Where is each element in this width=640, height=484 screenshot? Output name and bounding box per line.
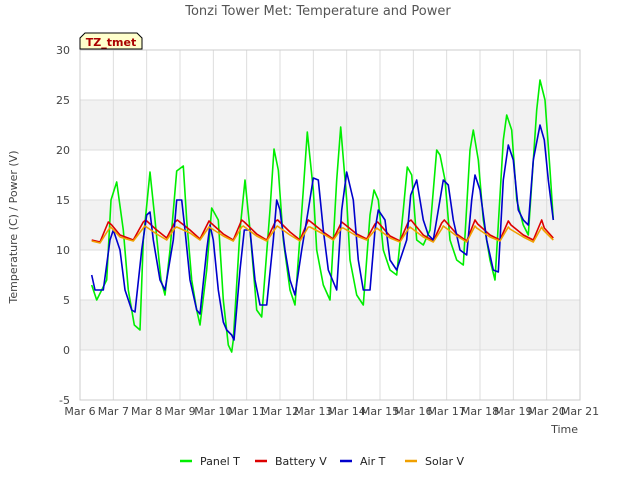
legend: Panel T Battery V Air T Solar V: [180, 455, 465, 468]
y-tick-label: -5: [59, 394, 70, 407]
y-tick-label: 10: [56, 244, 70, 257]
series-line-panel-t: [90, 79, 555, 353]
x-tick-label: Mar 11: [228, 405, 266, 418]
y-tick-label: 25: [56, 94, 70, 107]
y-axis-ticks: -5 0 5 10 15 20 25 30: [56, 44, 70, 407]
site-tag: TZ_tmet: [79, 32, 143, 50]
x-tick-label: Mar 13: [294, 405, 332, 418]
x-tick-label: Mar 17: [428, 405, 466, 418]
x-tick-label: Mar 8: [131, 405, 162, 418]
x-tick-label: Mar 9: [164, 405, 195, 418]
x-tick-label: Mar 15: [361, 405, 399, 418]
legend-label: Solar V: [425, 455, 465, 468]
series-line-solar-v: [91, 225, 554, 244]
chart-title: Tonzi Tower Met: Temperature and Power: [184, 4, 451, 19]
y-tick-label: 5: [63, 294, 70, 307]
y-tick-label: 20: [56, 144, 70, 157]
series-lines: [90, 79, 555, 353]
x-tick-label: Mar 6: [64, 405, 95, 418]
legend-label: Panel T: [200, 455, 240, 468]
x-axis-label: Time: [550, 423, 578, 436]
x-tick-label: Mar 7: [98, 405, 129, 418]
y-axis-label: Temperature (C) / Power (V): [7, 150, 20, 304]
plot-area-frame: [79, 49, 581, 401]
x-tick-label: Mar 14: [328, 405, 366, 418]
x-tick-label: Mar 19: [494, 405, 532, 418]
x-tick-label: Mar 20: [528, 405, 566, 418]
site-tag-label: TZ_tmet: [86, 36, 136, 49]
x-tick-label: Mar 21: [561, 405, 599, 418]
series-line-air-t: [90, 124, 555, 341]
y-tick-label: 15: [56, 194, 70, 207]
y-tick-label: 30: [56, 44, 70, 57]
x-tick-label: Mar 12: [261, 405, 299, 418]
x-tick-label: Mar 10: [194, 405, 232, 418]
plot-bands: [80, 100, 580, 350]
site-tag-box: [79, 32, 143, 50]
plot-band: [80, 100, 580, 150]
x-tick-label: Mar 16: [394, 405, 432, 418]
x-tick-label: Mar 18: [461, 405, 499, 418]
legend-label: Battery V: [275, 455, 327, 468]
legend-label: Air T: [360, 455, 386, 468]
plot-band: [80, 300, 580, 350]
y-tick-label: 0: [63, 344, 70, 357]
